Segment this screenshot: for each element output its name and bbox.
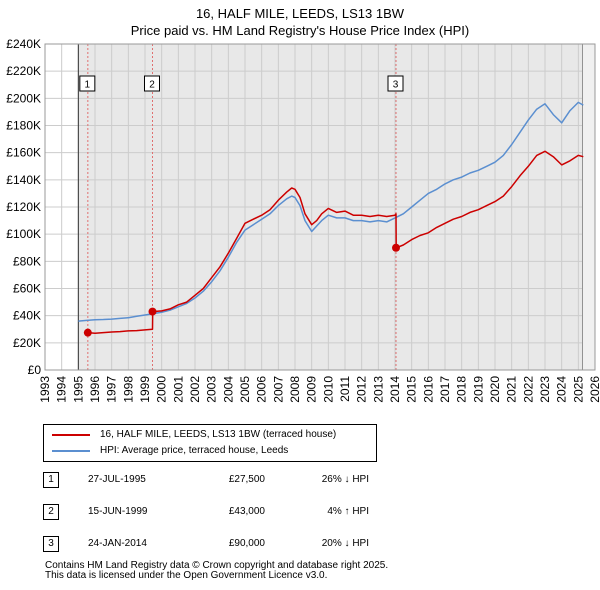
legend-swatch-hpi: [52, 450, 90, 452]
y-tick-label: £200K: [6, 91, 41, 105]
x-tick-label: 2004: [221, 376, 235, 403]
chart-subtitle: Price paid vs. HM Land Registry's House …: [130, 23, 470, 38]
y-tick-label: £220K: [6, 64, 41, 78]
footer-copyright: Contains HM Land Registry data © Crown c…: [45, 560, 389, 571]
x-tick-label: 1996: [88, 376, 102, 403]
y-tick-label: £0: [28, 363, 42, 377]
chart-legend: 16, HALF MILE, LEEDS, LS13 1BW (terraced…: [43, 424, 377, 462]
sale-point: [83, 328, 92, 337]
x-tick-label: 2015: [405, 376, 419, 403]
x-tick-label: 1997: [105, 376, 119, 403]
y-tick-label: £120K: [6, 200, 41, 214]
sale-number-badge: 3: [43, 536, 59, 552]
sale-row: 1 27-JUL-1995 £27,500 26% ↓ HPI: [43, 472, 443, 492]
x-tick-label: 2010: [321, 376, 335, 403]
x-tick-label: 2001: [171, 376, 185, 403]
x-tick-label: 2024: [555, 376, 569, 403]
x-tick-label: 1993: [38, 376, 52, 403]
sale-point: [148, 307, 157, 316]
sale-hpi-diff: 26% ↓ HPI: [321, 474, 369, 485]
x-tick-label: 2002: [188, 376, 202, 403]
x-tick-label: 2000: [155, 376, 169, 403]
sale-price: £90,000: [228, 538, 265, 549]
x-tick-label: 2016: [421, 376, 435, 403]
x-tick-label: 2006: [255, 376, 269, 403]
x-tick-label: 1995: [71, 376, 85, 403]
future-region: [582, 44, 595, 370]
x-tick-label: 2023: [538, 376, 552, 403]
x-tick-label: 1998: [121, 376, 135, 403]
legend-swatch-property: [52, 434, 90, 436]
x-tick-label: 2011: [338, 376, 352, 402]
sale-hpi-diff: 4% ↑ HPI: [327, 506, 369, 517]
chart-title: 16, HALF MILE, LEEDS, LS13 1BW: [195, 6, 405, 21]
x-tick-label: 2022: [521, 376, 535, 403]
sale-label-box: [144, 75, 160, 92]
x-tick-label: 2017: [438, 376, 452, 403]
x-tick-label: 2012: [355, 376, 369, 403]
sale-label-box: [387, 75, 404, 92]
x-tick-label: 2005: [238, 376, 252, 403]
x-tick-label: 2013: [371, 376, 385, 403]
sale-date: 24-JAN-2014: [88, 538, 147, 549]
x-tick-label: 1994: [55, 376, 69, 403]
legend-label-hpi: HPI: Average price, terraced house, Leed…: [100, 445, 289, 456]
y-tick-label: £60K: [13, 282, 41, 296]
x-tick-label: 2021: [505, 376, 519, 403]
sale-label-text: 1: [85, 80, 91, 91]
x-tick-label: 1999: [138, 376, 152, 403]
y-tick-label: £80K: [13, 254, 41, 268]
x-tick-label: 2014: [388, 376, 402, 403]
sale-label-text: 2: [149, 80, 155, 91]
plot-frame: [44, 43, 596, 371]
sale-number-badge: 1: [43, 472, 59, 488]
x-tick-label: 2020: [488, 376, 502, 403]
x-tick-label: 2025: [571, 376, 585, 403]
y-tick-label: £160K: [6, 146, 41, 160]
x-tick-label: 2009: [305, 376, 319, 403]
price-chart: £0 £20K £40K £60K £80K £100K £120K £140K £160K £1…: [6, 37, 600, 403]
sale-date: 27-JUL-1995: [88, 474, 146, 485]
x-tick-label: 2026: [588, 376, 600, 403]
x-tick-label: 2003: [205, 376, 219, 403]
sale-price: £43,000: [228, 506, 265, 517]
footer: Contains HM Land Registry data © Crown c…: [45, 561, 388, 581]
sale-date: 15-JUN-1999: [88, 506, 148, 517]
hpi-line: [78, 101, 584, 322]
sale-price: £27,500: [228, 474, 265, 485]
y-tick-label: £180K: [6, 119, 41, 133]
sale-label-box: [79, 75, 96, 92]
x-tick-label: 2007: [271, 376, 285, 403]
y-tick-label: £100K: [6, 227, 41, 241]
x-tick-label: 2018: [455, 376, 469, 403]
property-price-line: [87, 150, 584, 335]
sale-row: 3 24-JAN-2014 £90,000 20% ↓ HPI: [43, 536, 443, 556]
y-tick-label: £40K: [13, 309, 41, 323]
sale-number-badge: 2: [43, 504, 59, 520]
x-tick-label: 2008: [288, 376, 302, 403]
sale-label-text: 3: [393, 80, 399, 91]
x-tick-label: 2019: [471, 376, 485, 403]
sale-hpi-diff: 20% ↓ HPI: [321, 538, 369, 549]
y-tick-label: £240K: [6, 37, 41, 51]
legend-label-property: 16, HALF MILE, LEEDS, LS13 1BW (terraced…: [100, 429, 337, 440]
sale-point: [392, 243, 400, 252]
y-tick-label: £140K: [6, 173, 41, 187]
y-tick-label: £20K: [13, 336, 41, 350]
sale-row: 2 15-JUN-1999 £43,000 4% ↑ HPI: [43, 504, 443, 524]
footer-licence: This data is licensed under the Open Gov…: [45, 570, 328, 581]
